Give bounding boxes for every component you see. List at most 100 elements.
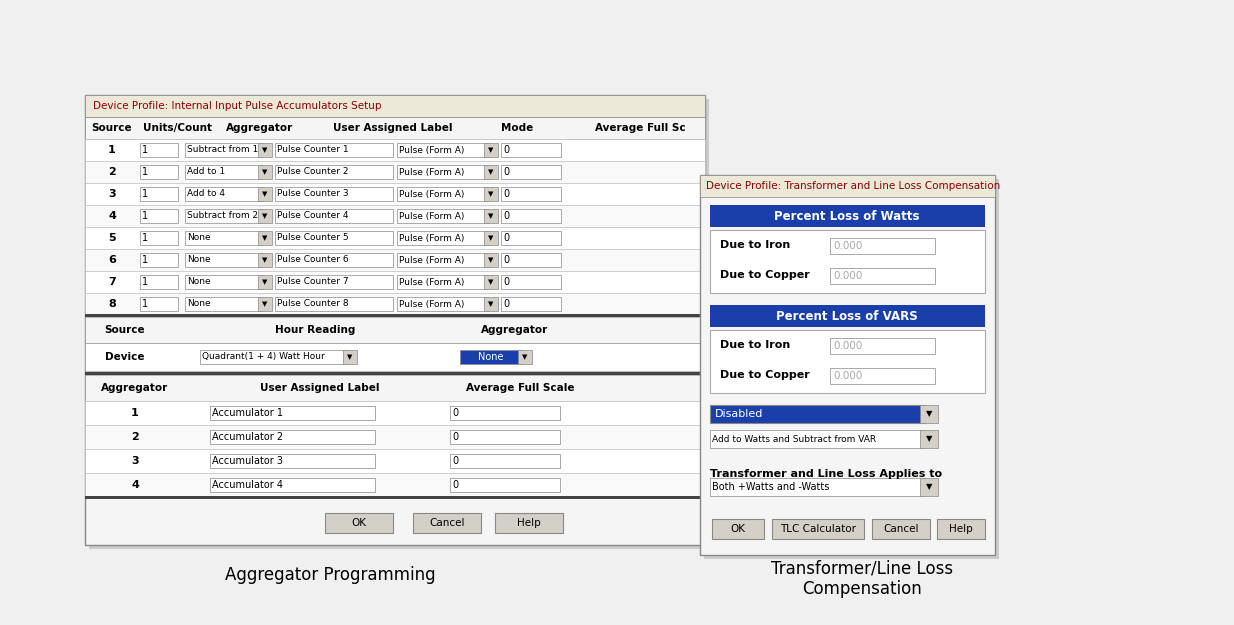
Bar [397,275,489,289]
Text: Percent Loss of VARS: Percent Loss of VARS [776,309,918,322]
Text: ▼: ▼ [926,434,932,444]
Bar [830,268,935,284]
Bar [450,430,560,444]
Bar [700,175,995,555]
Bar [710,205,985,227]
Text: 0.000: 0.000 [833,241,863,251]
Bar [85,293,705,315]
Bar [921,405,938,423]
Bar [830,338,935,354]
Text: ▼: ▼ [263,213,268,219]
Text: Average Full Sc: Average Full Sc [595,123,685,133]
Bar [258,253,271,267]
Text: 8: 8 [109,299,116,309]
Text: ▼: ▼ [489,279,494,285]
Text: Pulse Counter 4: Pulse Counter 4 [276,211,348,221]
Text: ▼: ▼ [263,169,268,175]
Text: Aggregator: Aggregator [481,325,549,335]
Text: Device: Device [105,352,144,362]
Text: 1: 1 [142,211,148,221]
Text: 1: 1 [142,299,148,309]
Text: 0: 0 [503,145,510,155]
Bar [921,430,938,448]
Bar [830,368,935,384]
Bar [85,139,705,161]
Text: Both +Watts and -Watts: Both +Watts and -Watts [712,482,829,492]
Bar [501,253,561,267]
Bar [501,297,561,311]
Bar [275,209,392,223]
Text: Disabled: Disabled [714,409,764,419]
Bar [258,209,271,223]
Bar [275,187,392,201]
Bar [85,205,705,227]
Text: Transformer/Line Loss
Compensation: Transformer/Line Loss Compensation [771,559,953,598]
Text: ▼: ▼ [263,301,268,307]
Text: 5: 5 [109,233,116,243]
Bar [85,227,705,249]
Bar [700,175,995,197]
Bar [484,231,499,245]
Text: Subtract from 2: Subtract from 2 [188,211,258,221]
Text: Source: Source [105,325,146,335]
Text: Pulse (Form A): Pulse (Form A) [399,168,464,176]
Bar [484,297,499,311]
Bar [413,513,481,533]
Bar [518,350,532,364]
Text: None: None [188,278,211,286]
Text: 3: 3 [109,189,116,199]
Bar [185,165,263,179]
Bar [484,253,499,267]
Bar [139,209,178,223]
Bar [501,275,561,289]
Text: 0: 0 [452,408,458,418]
Bar [139,297,178,311]
Text: ▼: ▼ [489,213,494,219]
Text: Help: Help [949,524,972,534]
Text: Pulse (Form A): Pulse (Form A) [399,189,464,199]
Text: Quadrant(1 + 4) Watt Hour: Quadrant(1 + 4) Watt Hour [202,352,325,361]
Text: ▼: ▼ [926,482,932,491]
Text: Due to Copper: Due to Copper [719,270,810,280]
Bar [275,165,392,179]
Text: Hour Reading: Hour Reading [275,325,355,335]
Bar [484,209,499,223]
Bar [325,513,392,533]
Bar [484,275,499,289]
Bar [484,187,499,201]
Bar [710,478,926,496]
Text: User Assigned Label: User Assigned Label [260,383,380,393]
Text: Add to Watts and Subtract from VAR: Add to Watts and Subtract from VAR [712,434,876,444]
Text: 1: 1 [109,145,116,155]
Text: Pulse (Form A): Pulse (Form A) [399,256,464,264]
Bar [185,231,263,245]
Text: 0.000: 0.000 [833,371,863,381]
Text: None: None [188,256,211,264]
Bar [185,187,263,201]
Text: Percent Loss of Watts: Percent Loss of Watts [774,209,919,222]
Text: 0: 0 [503,299,510,309]
Bar [710,405,926,423]
Text: 1: 1 [131,408,139,418]
Text: Device Profile: Internal Input Pulse Accumulators Setup: Device Profile: Internal Input Pulse Acc… [93,101,381,111]
Text: Help: Help [517,518,540,528]
Text: 6: 6 [109,255,116,265]
Text: ▼: ▼ [489,235,494,241]
Bar [501,231,561,245]
Text: Pulse Counter 7: Pulse Counter 7 [276,278,349,286]
Bar [275,231,392,245]
Text: Due to Copper: Due to Copper [719,370,810,380]
Text: ▼: ▼ [926,409,932,419]
Bar [258,143,271,157]
Bar [85,317,705,343]
Bar [85,95,705,117]
Bar [200,350,348,364]
Bar [185,253,263,267]
Text: Average Full Scale: Average Full Scale [465,383,574,393]
Bar [85,343,705,371]
Text: ▼: ▼ [263,279,268,285]
Bar [185,297,263,311]
Text: 1: 1 [142,167,148,177]
Text: OK: OK [731,524,745,534]
Text: Pulse Counter 3: Pulse Counter 3 [276,189,349,199]
